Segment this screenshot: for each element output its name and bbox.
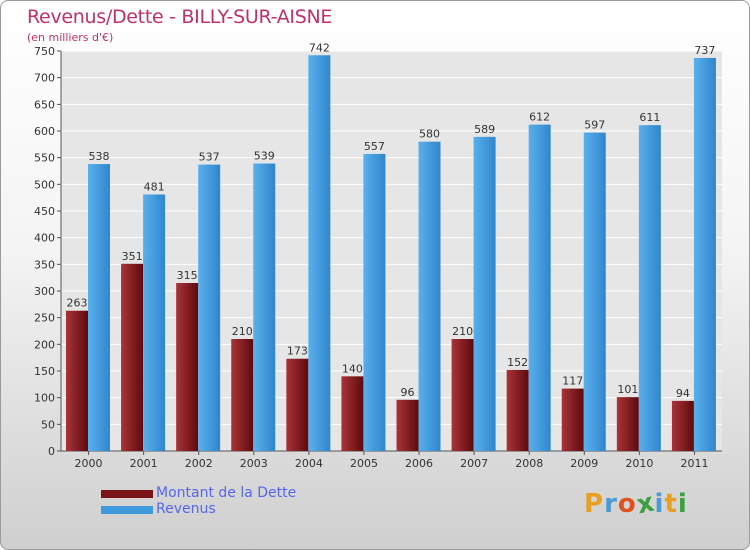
- legend-swatch-revenue: [101, 506, 153, 514]
- proxiti-logo: Proxiti: [584, 487, 688, 520]
- logo-letter: t: [664, 489, 678, 519]
- bar-revenue: [363, 153, 386, 451]
- logo-letter: P: [584, 489, 605, 519]
- bar-debt: [286, 358, 309, 451]
- data-label-debt: 96: [401, 386, 415, 399]
- bar-revenue: [583, 132, 606, 451]
- bar-revenue: [308, 55, 331, 452]
- data-label-revenue: 612: [529, 111, 550, 124]
- data-label-debt: 173: [287, 345, 308, 358]
- bar-debt: [341, 376, 364, 451]
- bar-revenue: [638, 125, 661, 451]
- bar-debt: [616, 397, 639, 451]
- bar-revenue: [473, 136, 496, 451]
- bar-debt: [671, 400, 694, 451]
- y-tick-label: 150: [34, 365, 55, 378]
- data-label-revenue: 737: [694, 44, 715, 57]
- y-tick-label: 250: [34, 312, 55, 325]
- y-tick-label: 200: [34, 338, 55, 351]
- y-tick-label: 750: [34, 45, 55, 58]
- data-label-debt: 94: [676, 387, 690, 400]
- x-tick-label: 2001: [130, 457, 158, 470]
- bar-revenue: [143, 194, 166, 451]
- plot-area: [61, 51, 722, 451]
- data-label-revenue: 538: [89, 150, 110, 163]
- y-tick-label: 50: [41, 418, 55, 431]
- data-label-debt: 101: [617, 383, 638, 396]
- x-tick-label: 2007: [460, 457, 488, 470]
- data-label-revenue: 742: [309, 41, 330, 54]
- bar-debt: [66, 310, 88, 451]
- bar-revenue: [418, 141, 441, 451]
- y-tick-label: 300: [34, 285, 55, 298]
- bar-revenue: [693, 57, 716, 451]
- y-tick-label: 350: [34, 258, 55, 271]
- y-tick-label: 650: [34, 98, 55, 111]
- bar-revenue: [253, 163, 276, 452]
- logo-letter: r: [604, 489, 618, 519]
- y-tick-label: 550: [34, 152, 55, 165]
- data-label-revenue: 539: [254, 150, 275, 163]
- x-tick-label: 2002: [185, 457, 213, 470]
- x-tick-label: 2010: [625, 457, 653, 470]
- data-label-debt: 315: [177, 269, 198, 282]
- data-label-revenue: 597: [584, 119, 605, 132]
- data-label-revenue: 481: [144, 180, 165, 193]
- y-tick-label: 600: [34, 125, 55, 138]
- data-label-debt: 351: [122, 250, 143, 263]
- data-label-debt: 152: [507, 356, 528, 369]
- data-label-debt: 210: [452, 325, 473, 338]
- y-tick-label: 0: [48, 445, 55, 458]
- bar-debt: [231, 339, 254, 451]
- bar-debt: [396, 399, 419, 451]
- y-tick-label: 700: [34, 72, 55, 85]
- data-label-debt: 117: [562, 375, 583, 388]
- data-label-revenue: 557: [364, 140, 385, 153]
- data-label-revenue: 537: [199, 151, 220, 164]
- data-label-revenue: 580: [419, 128, 440, 141]
- y-tick-label: 500: [34, 178, 55, 191]
- legend-swatch-debt: [101, 490, 153, 498]
- chart-title: Revenus/Dette - BILLY-SUR-AISNE: [27, 6, 333, 28]
- x-tick-label: 2005: [350, 457, 378, 470]
- bar-revenue: [88, 164, 110, 452]
- bar-revenue: [528, 124, 551, 451]
- y-tick-label: 450: [34, 205, 55, 218]
- x-tick-label: 2000: [75, 457, 103, 470]
- bar-debt: [451, 339, 474, 451]
- x-tick-label: 2009: [570, 457, 598, 470]
- data-label-debt: 263: [67, 297, 88, 310]
- x-tick-label: 2008: [515, 457, 543, 470]
- logo-letter: i: [677, 489, 688, 519]
- data-label-debt: 210: [232, 325, 253, 338]
- x-tick-label: 2003: [240, 457, 268, 470]
- logo-letter: i: [654, 489, 665, 519]
- legend-label-debt: Montant de la Dette: [156, 485, 297, 501]
- x-tick-label: 2006: [405, 457, 433, 470]
- y-tick-label: 100: [34, 392, 55, 405]
- y-tick-label: 400: [34, 232, 55, 245]
- bar-revenue: [198, 164, 221, 451]
- bar-debt: [121, 263, 144, 451]
- bar-debt: [506, 369, 529, 451]
- data-label-debt: 140: [342, 362, 363, 375]
- chart-subtitle: (en milliers d'€): [27, 31, 114, 44]
- data-label-revenue: 589: [474, 123, 495, 136]
- bar-debt: [561, 388, 584, 451]
- x-tick-label: 2011: [680, 457, 708, 470]
- bar-debt: [176, 283, 199, 451]
- logo-letter: o: [617, 489, 637, 519]
- x-tick-label: 2004: [295, 457, 323, 470]
- data-label-revenue: 611: [639, 111, 660, 124]
- legend-label-revenue: Revenus: [156, 501, 216, 517]
